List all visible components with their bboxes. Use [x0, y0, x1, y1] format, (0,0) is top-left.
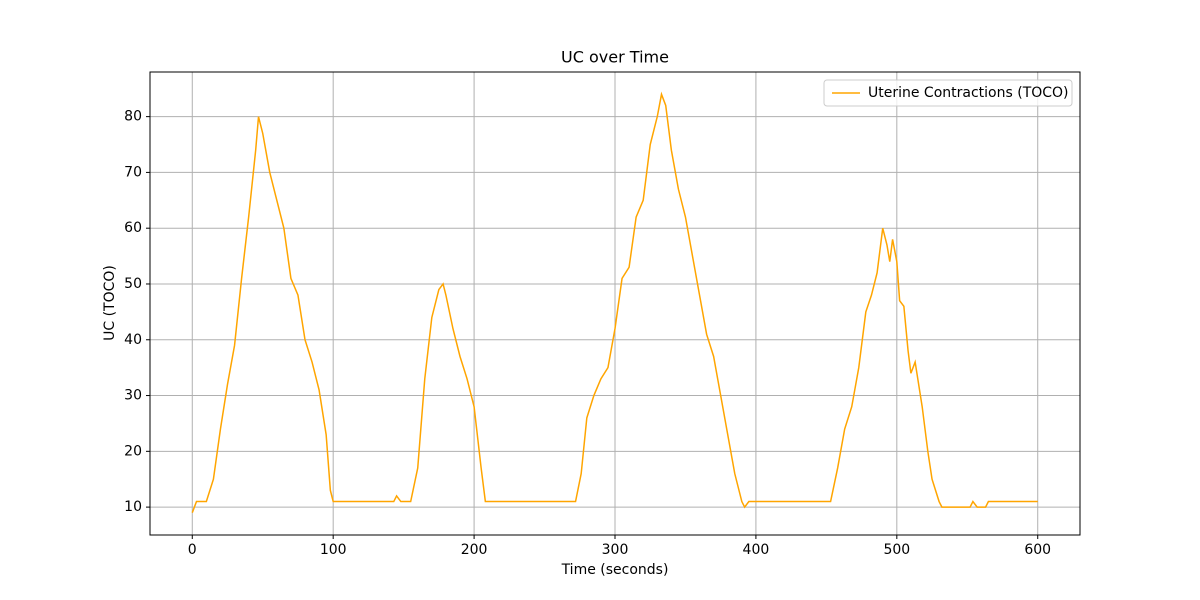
y-tick-label: 10 — [124, 499, 142, 515]
x-tick-label: 100 — [320, 542, 347, 558]
x-axis-label: Time (seconds) — [561, 562, 669, 578]
y-tick-label: 20 — [124, 443, 142, 459]
x-tick-label: 400 — [743, 542, 770, 558]
legend-box — [823, 79, 1073, 107]
y-tick-label: 50 — [124, 276, 142, 292]
legend-label: Uterine Contractions (TOCO) — [868, 85, 1069, 101]
x-tick-label: 300 — [602, 542, 629, 558]
y-tick-label: 70 — [124, 164, 142, 180]
y-tick-label: 40 — [124, 332, 142, 348]
y-tick-label: 80 — [124, 109, 142, 125]
data-line — [191, 91, 1038, 513]
x-tick-label: 500 — [883, 542, 910, 558]
x-tick-label: 0 — [188, 542, 197, 558]
plot-frame — [149, 71, 1081, 536]
x-tick-label: 600 — [1024, 542, 1051, 558]
x-tick-label: 200 — [461, 542, 488, 558]
chart-title: UC over Time — [561, 48, 669, 67]
y-tick-label: 30 — [124, 388, 142, 404]
y-tick-label: 60 — [124, 220, 142, 236]
y-axis-label: UC (TOCO) — [102, 265, 118, 341]
